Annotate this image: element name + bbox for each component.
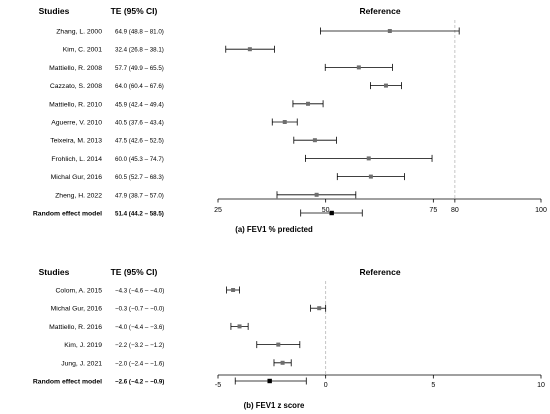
- study-estimate-marker: [237, 324, 242, 329]
- study-estimate-marker: [368, 174, 373, 179]
- study-te-label: 47.9 (38.7 – 57.0): [115, 192, 164, 199]
- pooled-te-label: −2.6 (−4.2 – −0.9): [115, 379, 164, 386]
- pooled-name: Random effect model: [33, 211, 102, 218]
- te-header: TE (95% CI): [111, 267, 158, 277]
- study-te-label: 60.0 (45.3 – 74.7): [115, 156, 164, 163]
- study-te-label: −2.2 (−3.2 – −1.2): [115, 342, 164, 349]
- study-name: Mattiello, R. 2010: [49, 101, 102, 108]
- study-estimate-marker: [282, 120, 287, 124]
- pooled-estimate-marker: [329, 210, 334, 216]
- study-name: Michal Gur, 2016: [51, 174, 103, 181]
- study-name: Kim, J. 2019: [64, 342, 102, 349]
- forest-plot-a: Studies TE (95% CI) Reference Zhang, L. 200…: [33, 6, 547, 234]
- pooled-te-label: 51.4 (44.2 – 58.5): [115, 211, 164, 218]
- x-tick-label: 10: [537, 382, 545, 389]
- study-estimate-marker: [276, 342, 281, 347]
- reference-header: Reference: [359, 6, 400, 16]
- study-name: Frohlich, L. 2014: [51, 156, 102, 163]
- study-name: Colom, A. 2015: [56, 288, 103, 295]
- studies-header: Studies: [39, 6, 70, 16]
- study-estimate-marker: [366, 156, 371, 161]
- study-te-label: −0.3 (−0.7 – −0.0): [115, 306, 164, 313]
- study-name: Kim, C. 2001: [63, 47, 103, 54]
- te-header: TE (95% CI): [111, 6, 158, 16]
- study-te-label: −2.0 (−2.4 – −1.6): [115, 360, 164, 367]
- study-te-label: 32.4 (26.8 – 38.1): [115, 47, 164, 54]
- study-te-label: −4.3 (−4.6 – −4.0): [115, 288, 164, 295]
- study-name: Aguerre, V. 2010: [51, 120, 102, 127]
- forest-plot-b: Studies TE (95% CI) Reference Colom, A. 201…: [33, 267, 545, 410]
- x-tick-label: 5: [431, 382, 435, 389]
- study-te-label: −4.0 (−4.4 – −3.6): [115, 324, 164, 331]
- study-estimate-marker: [317, 306, 322, 311]
- x-tick-label: 50: [322, 207, 330, 214]
- study-te-label: 57.7 (49.9 – 65.5): [115, 65, 164, 72]
- study-name: Teixeira, M. 2013: [50, 138, 102, 145]
- pooled-estimate-marker: [267, 378, 272, 384]
- study-name: Cazzato, S. 2008: [50, 83, 102, 90]
- study-te-label: 64.0 (60.4 – 67.6): [115, 83, 164, 90]
- panel-caption: (b) FEV1 z score: [244, 401, 305, 410]
- x-tick-label: 0: [324, 382, 328, 389]
- study-estimate-marker: [306, 101, 311, 106]
- study-estimate-marker: [356, 65, 361, 70]
- study-estimate-marker: [280, 360, 285, 365]
- study-estimate-marker: [231, 288, 236, 292]
- study-te-label: 47.5 (42.6 – 52.5): [115, 138, 164, 145]
- study-name: Mattiello, R. 2008: [49, 65, 102, 72]
- study-name: Zheng, H. 2022: [55, 192, 102, 199]
- study-name: Mattiello, R. 2016: [49, 324, 102, 331]
- reference-header: Reference: [359, 267, 400, 277]
- study-name: Michal Gur, 2016: [51, 306, 103, 313]
- studies-header: Studies: [39, 267, 70, 277]
- x-tick-label: 75: [429, 207, 437, 214]
- pooled-name: Random effect model: [33, 379, 102, 386]
- study-name: Jung, J. 2021: [61, 360, 102, 367]
- x-tick-label: 25: [214, 207, 222, 214]
- x-tick-label: -5: [215, 382, 221, 389]
- study-estimate-marker: [312, 138, 317, 143]
- study-te-label: 40.5 (37.6 – 43.4): [115, 120, 164, 127]
- panel-caption: (a) FEV1 % predicted: [235, 225, 313, 234]
- study-te-label: 45.9 (42.4 – 49.4): [115, 101, 164, 108]
- study-te-label: 60.5 (52.7 – 68.3): [115, 174, 164, 181]
- study-estimate-marker: [387, 29, 392, 33]
- study-estimate-marker: [383, 83, 388, 88]
- study-estimate-marker: [247, 47, 252, 52]
- study-estimate-marker: [314, 192, 319, 197]
- x-tick-label: 80: [451, 207, 459, 214]
- study-name: Zhang, L. 2000: [56, 29, 102, 36]
- x-tick-label: 100: [535, 207, 547, 214]
- study-te-label: 64.9 (48.8 – 81.0): [115, 29, 164, 36]
